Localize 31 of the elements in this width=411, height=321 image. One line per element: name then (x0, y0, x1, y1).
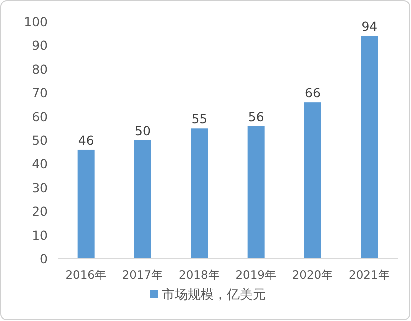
data-label: 94 (362, 19, 378, 34)
x-tick-label: 2016年 (66, 268, 107, 282)
bar (134, 140, 152, 259)
data-label: 46 (78, 132, 94, 148)
x-tick-label: 2020年 (292, 268, 334, 282)
x-tick-label: 2017年 (122, 268, 164, 282)
y-tick-label: 40 (32, 156, 48, 172)
y-tick-label: 80 (32, 62, 48, 77)
y-tick-label: 10 (32, 228, 48, 243)
data-label: 56 (248, 109, 264, 124)
bar (304, 102, 322, 259)
data-label: 55 (192, 112, 208, 127)
x-tick-label: 2018年 (179, 268, 220, 282)
y-tick-label: 100 (24, 14, 48, 30)
y-tick-label: 20 (32, 204, 48, 220)
legend: 市场规模，亿美元 (150, 288, 266, 303)
x-tick-label: 2021年 (349, 268, 390, 282)
y-tick-label: 70 (32, 86, 48, 101)
bar (248, 126, 265, 259)
legend-label: 市场规模，亿美元 (162, 287, 266, 303)
data-label: 66 (305, 86, 321, 101)
x-tick-label: 2019年 (236, 268, 277, 282)
y-tick-label: 60 (32, 109, 48, 124)
y-tick-label: 30 (32, 180, 48, 196)
bar (361, 36, 378, 259)
y-tick-label: 0 (40, 252, 48, 266)
bar (78, 150, 95, 259)
y-tick-label: 50 (32, 133, 48, 148)
bar (191, 128, 208, 259)
y-tick-label: 90 (32, 38, 48, 54)
data-label: 50 (135, 124, 151, 138)
